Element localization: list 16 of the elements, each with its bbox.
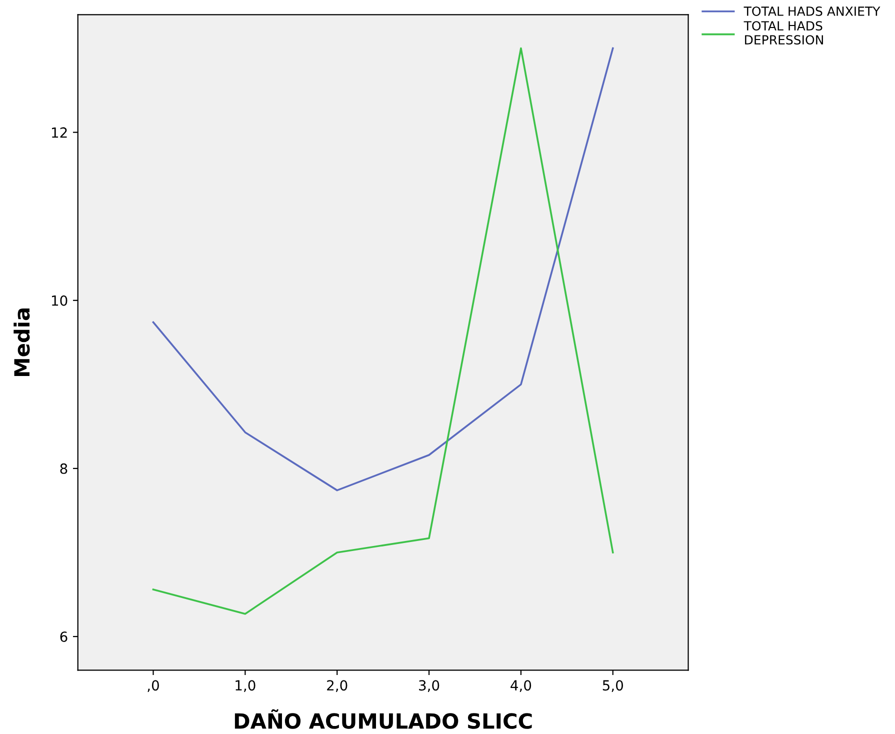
y-tick-label: 8 <box>60 463 68 474</box>
y-axis-title: Media <box>14 308 30 376</box>
line-series <box>152 47 614 492</box>
x-tick-label: 4,0 <box>510 680 532 692</box>
line-series <box>152 47 614 615</box>
x-tick-label: 5,0 <box>602 680 623 692</box>
x-tick-label: 3,0 <box>419 680 440 692</box>
y-tick-label: 6 <box>60 631 68 642</box>
x-tick-label: 2,0 <box>327 680 348 692</box>
x-axis-title: DAÑO ACUMULADO SLICC <box>234 709 532 729</box>
legend-label: TOTAL HADS ANXIETY <box>744 6 880 16</box>
x-tick-label: 1,0 <box>236 680 256 692</box>
y-tick-label: 12 <box>52 127 67 138</box>
y-tick-label: 10 <box>52 295 68 306</box>
x-tick-label: ,0 <box>148 680 159 692</box>
legend-label: TOTAL HADS DEPRESSION <box>744 21 823 45</box>
